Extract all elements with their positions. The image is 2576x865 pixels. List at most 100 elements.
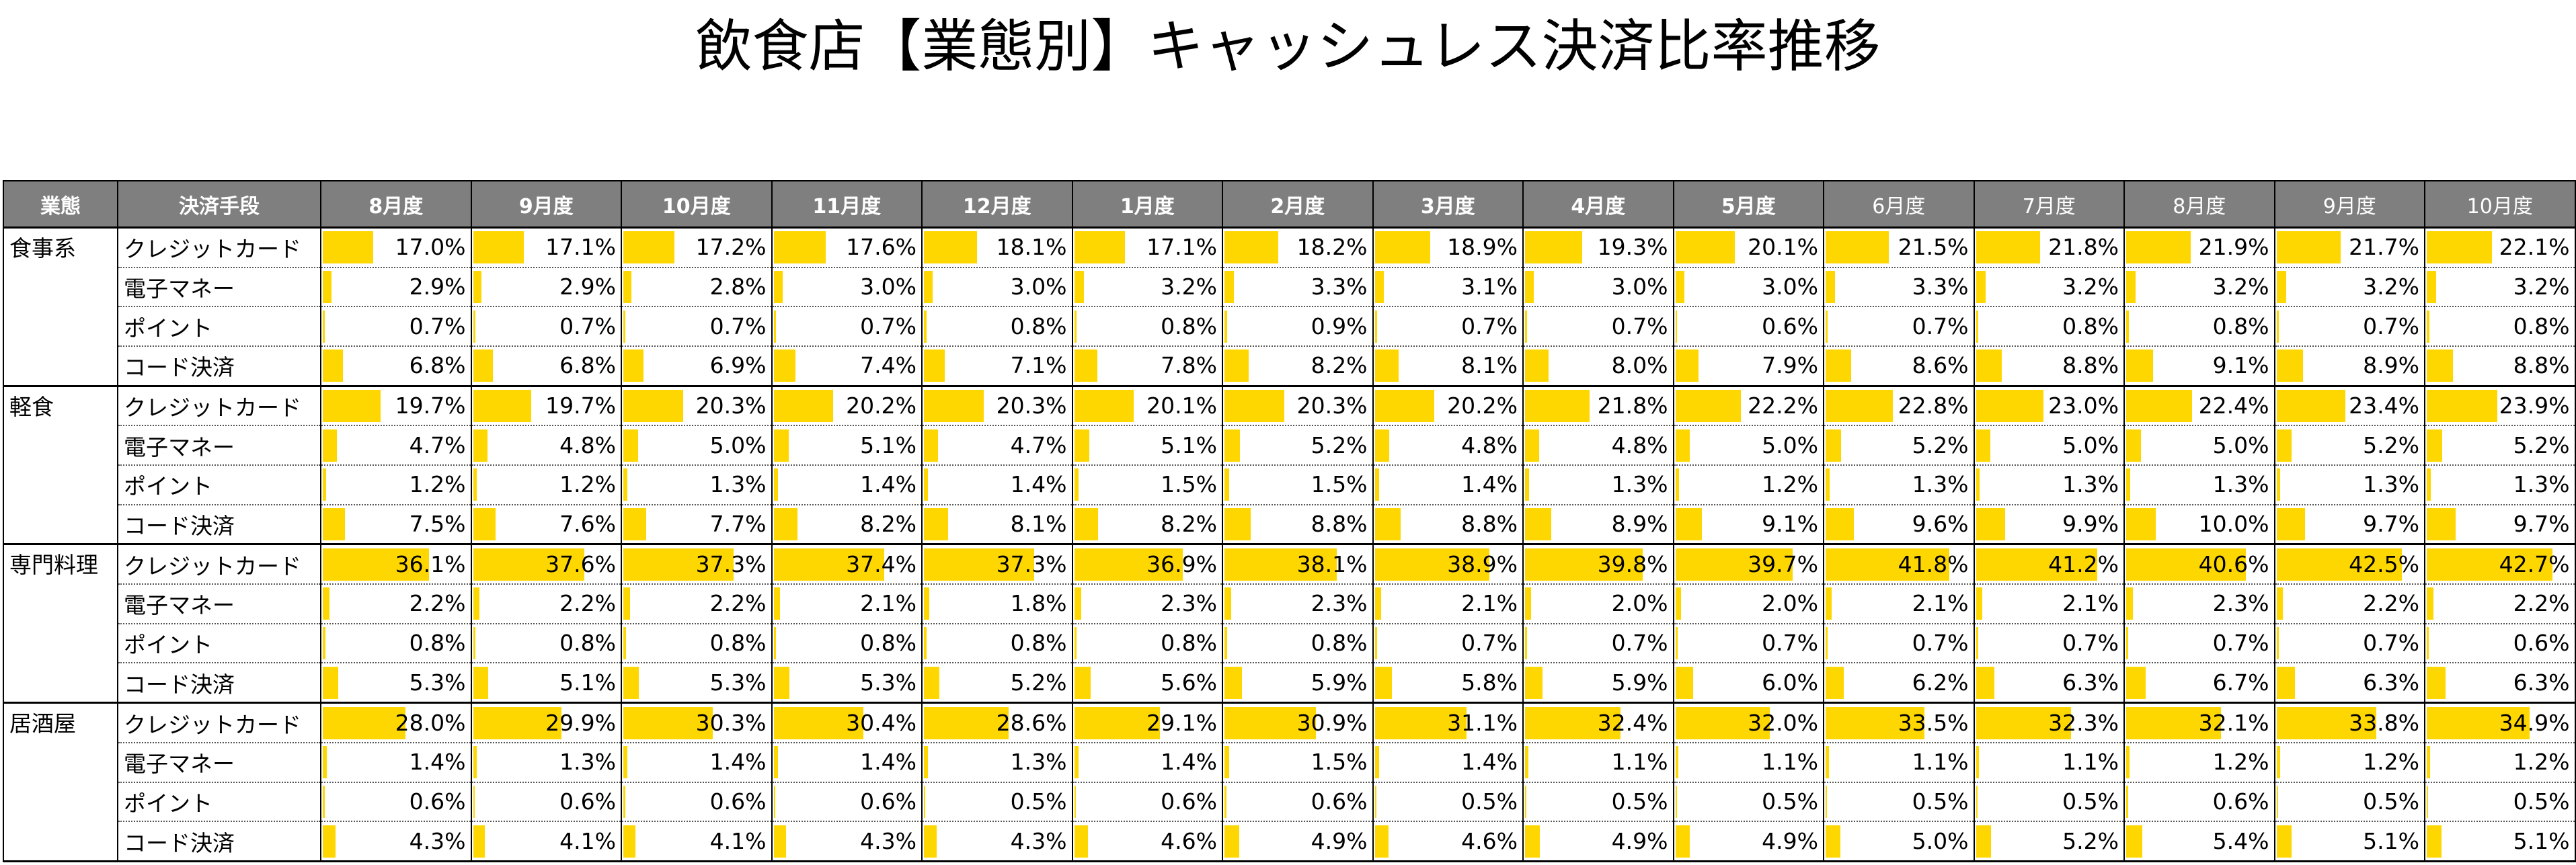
value-label: 5.0% xyxy=(1912,827,1969,854)
value-cell: 20.3% xyxy=(621,386,773,427)
value-cell: 1.4% xyxy=(621,742,773,783)
method-cell: 電子マネー xyxy=(117,742,321,783)
value-label: 2.9% xyxy=(409,274,466,300)
value-label: 19.7% xyxy=(395,393,466,419)
value-cell: 37.3% xyxy=(621,544,773,585)
data-bar xyxy=(473,429,487,462)
header-month: 8月度 xyxy=(2123,180,2275,229)
value-cell: 1.4% xyxy=(1071,742,1223,783)
value-label: 22.1% xyxy=(2499,234,2570,261)
data-bar xyxy=(1976,231,2041,264)
data-bar xyxy=(1675,349,1699,382)
value-cell: 0.6% xyxy=(771,782,923,823)
value-cell: 0.7% xyxy=(1522,623,1674,664)
value-label: 4.6% xyxy=(1161,827,1217,854)
value-label: 0.5% xyxy=(1912,788,1969,815)
value-label: 21.7% xyxy=(2349,234,2419,261)
value-label: 2.1% xyxy=(1461,590,1518,617)
value-cell: 34.9% xyxy=(2424,702,2576,743)
value-label: 8.1% xyxy=(1461,352,1518,379)
table-row: 食事系 クレジットカード 17.0% 17.1% 17.2% 17.6% 18.1% 17.1… xyxy=(3,227,2576,387)
data-bar xyxy=(1374,468,1379,501)
value-label: 20.3% xyxy=(996,393,1067,419)
value-label: 2.3% xyxy=(1311,590,1368,617)
data-bar xyxy=(473,746,477,779)
data-bar xyxy=(1826,390,1894,423)
data-bar xyxy=(623,390,684,423)
value-cell: 21.7% xyxy=(2273,227,2425,268)
value-cell: 0.5% xyxy=(2424,782,2576,823)
data-bar xyxy=(1525,390,1590,423)
value-cell: 7.9% xyxy=(1672,346,1824,387)
value-label: 21.8% xyxy=(2048,234,2119,261)
data-bar xyxy=(1224,231,1278,264)
value-cell: 0.6% xyxy=(1672,306,1824,347)
data-bar xyxy=(1525,349,1549,382)
value-cell: 1.3% xyxy=(2123,465,2275,505)
value-cell: 29.1% xyxy=(1071,702,1223,743)
data-bar xyxy=(1074,508,1099,541)
value-cell: 1.2% xyxy=(2424,742,2576,783)
value-cell: 5.3% xyxy=(771,663,923,704)
value-cell: 1.4% xyxy=(771,465,923,505)
data-bar xyxy=(1675,825,1690,858)
value-cell: 1.2% xyxy=(320,465,472,505)
value-label: 30.3% xyxy=(695,709,767,736)
data-bar xyxy=(924,785,926,818)
data-bar xyxy=(1074,706,1161,739)
value-label: 20.1% xyxy=(1146,393,1217,419)
data-bar xyxy=(1374,746,1379,779)
value-label: 22.8% xyxy=(1898,393,1969,419)
value-cell: 1.4% xyxy=(1372,742,1524,783)
data-bar xyxy=(1675,785,1677,818)
value-cell: 8.2% xyxy=(771,504,923,546)
data-bar xyxy=(1826,508,1855,541)
value-label: 5.3% xyxy=(709,669,767,696)
method-cell: クレジットカード xyxy=(117,386,321,427)
value-cell: 5.1% xyxy=(1071,425,1223,466)
data-bar xyxy=(2427,508,2456,541)
data-bar xyxy=(2126,548,2247,581)
value-label: 1.4% xyxy=(860,471,916,498)
value-cell: 4.3% xyxy=(921,821,1073,863)
value-label: 0.5% xyxy=(2363,788,2419,815)
table-row: 軽食 クレジットカード 19.7% 19.7% 20.3% 20.2% 20.3% 20.1%… xyxy=(3,386,2576,546)
value-cell: 21.5% xyxy=(1823,227,1975,268)
data-bar xyxy=(1374,587,1381,620)
data-bar xyxy=(924,310,927,343)
value-label: 17.1% xyxy=(1146,234,1217,261)
value-label: 21.8% xyxy=(1597,393,1668,419)
category-cell: 軽食 xyxy=(3,386,118,546)
value-cell: 32.0% xyxy=(1672,702,1824,743)
value-cell: 9.9% xyxy=(1973,504,2125,546)
header-month: 9月度 xyxy=(470,180,622,229)
value-cell: 0.7% xyxy=(1522,306,1674,347)
value-cell: 36.9% xyxy=(1071,544,1223,585)
value-label: 0.8% xyxy=(1161,313,1217,339)
data-bar xyxy=(773,666,789,699)
data-bar xyxy=(473,390,531,423)
data-bar xyxy=(924,429,938,462)
value-cell: 1.4% xyxy=(771,742,923,783)
value-cell: 17.1% xyxy=(1071,227,1223,268)
value-cell: 4.7% xyxy=(320,425,472,466)
value-label: 20.2% xyxy=(1447,393,1518,419)
value-label: 4.7% xyxy=(409,431,466,458)
data-bar xyxy=(1224,746,1229,779)
value-label: 5.1% xyxy=(860,431,916,458)
table-row: 専門料理 クレジットカード 36.1% 37.6% 37.3% 37.4% 37.3% 36.… xyxy=(3,544,2576,704)
data-bar xyxy=(1224,429,1240,462)
data-bar xyxy=(1224,825,1239,858)
data-bar xyxy=(2427,271,2437,304)
data-bar xyxy=(773,706,863,739)
value-cell: 1.3% xyxy=(470,742,622,783)
table-row: ポイント 1.2% 1.2% 1.3% 1.4% 1.4% 1.5% 1.5% 1.4% 1.3%… xyxy=(3,465,2576,505)
table-row: 電子マネー 2.2% 2.2% 2.2% 2.1% 1.8% 2.3% 2.3% 2.1% 2.0… xyxy=(3,584,2576,624)
data-bar xyxy=(1976,349,2002,382)
value-label: 31.1% xyxy=(1447,709,1518,736)
data-bar xyxy=(1074,349,1097,382)
value-cell: 2.2% xyxy=(621,584,773,624)
value-label: 40.6% xyxy=(2198,550,2269,577)
data-bar xyxy=(473,271,482,304)
method-cell: 電子マネー xyxy=(117,267,321,308)
